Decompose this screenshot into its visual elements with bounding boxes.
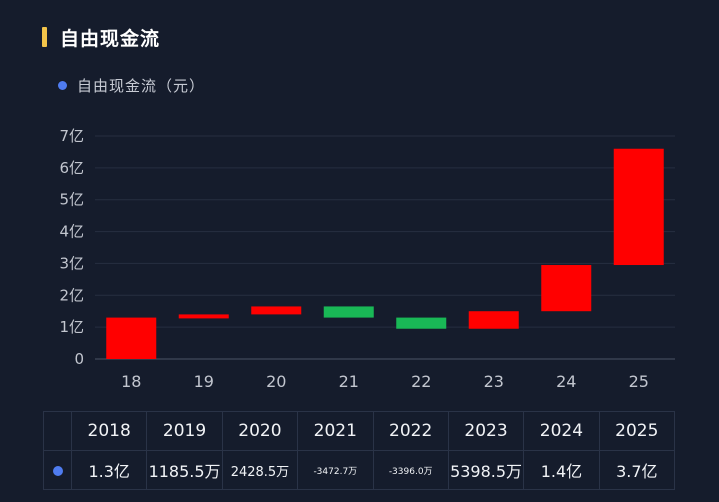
table-value-cell: 3.7亿 [598, 450, 676, 490]
table-value-cell: -3396.0万 [372, 450, 449, 490]
y-tick-label: 6亿 [59, 159, 84, 177]
x-tick-label: 24 [556, 372, 576, 391]
waterfall-bar[interactable] [106, 317, 157, 359]
data-table: 2018 2019 2020 2021 2022 2023 2024 2025 … [43, 411, 676, 490]
waterfall-bar[interactable] [396, 317, 447, 329]
waterfall-bar[interactable] [541, 265, 592, 312]
table-year-cell: 2020 [221, 411, 299, 451]
table-year-cell: 2022 [372, 411, 449, 451]
table-row-marker [43, 450, 72, 490]
x-tick-label: 25 [629, 372, 649, 391]
legend-label: 自由现金流（元） [77, 77, 206, 95]
chart-title: 自由现金流 [60, 28, 161, 50]
x-tick-label: 20 [266, 372, 286, 391]
waterfall-chart: 0 1亿 2亿 3亿 4亿 5亿 6亿 7亿 18 19 20 21 22 23 24 25 [59, 127, 675, 391]
y-tick-label: 2亿 [59, 286, 84, 304]
y-tick-label: 7亿 [59, 127, 84, 145]
table-row-years: 2018 2019 2020 2021 2022 2023 2024 2025 [43, 411, 676, 451]
table-year-cell: 2018 [70, 411, 148, 451]
x-tick-label: 19 [194, 372, 214, 391]
table-year-cell: 2023 [447, 411, 525, 451]
waterfall-bar[interactable] [468, 311, 519, 329]
y-tick-label: 5亿 [59, 191, 84, 209]
x-tick-label: 22 [411, 372, 431, 391]
title-accent-bar [42, 27, 47, 47]
table-value-cell: 1185.5万 [146, 450, 223, 490]
table-corner-cell [43, 411, 72, 451]
x-tick-label: 21 [339, 372, 359, 391]
legend-dot-icon [58, 81, 67, 90]
table-value-cell: 1.4亿 [523, 450, 600, 490]
table-value-cell: 2428.5万 [221, 450, 299, 490]
series-dot-icon [52, 465, 63, 476]
table-value-cell: 5398.5万 [447, 450, 525, 490]
chart-legend[interactable]: 自由现金流（元） [58, 75, 205, 96]
table-year-cell: 2021 [297, 411, 374, 451]
table-value-cell: -3472.7万 [297, 450, 374, 490]
table-year-cell: 2024 [523, 411, 600, 451]
table-year-cell: 2019 [146, 411, 223, 451]
waterfall-bar[interactable] [613, 148, 664, 266]
waterfall-bar[interactable] [251, 306, 302, 315]
y-tick-label: 4亿 [59, 223, 84, 241]
x-tick-label: 23 [484, 372, 504, 391]
table-year-cell: 2025 [598, 411, 676, 451]
table-row-values: 1.3亿 1185.5万 2428.5万 -3472.7万 -3396.0万 5… [43, 450, 676, 490]
y-tick-label: 1亿 [59, 318, 84, 336]
waterfall-bar[interactable] [323, 306, 374, 318]
table-value-cell: 1.3亿 [70, 450, 148, 490]
y-tick-label: 0 [74, 350, 84, 368]
y-tick-label: 3亿 [59, 254, 84, 272]
x-tick-label: 18 [121, 372, 141, 391]
waterfall-bar[interactable] [178, 314, 229, 319]
